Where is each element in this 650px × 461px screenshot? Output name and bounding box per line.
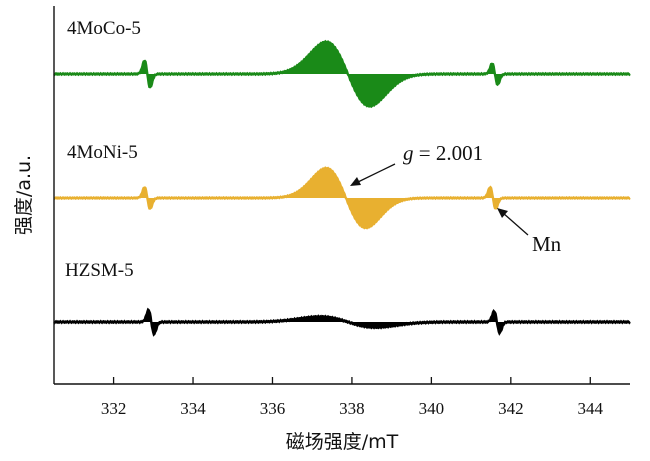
g-arrow-line (357, 163, 396, 183)
x-axis-title: 磁场强度/mT (286, 431, 399, 453)
x-tick-label-344: 344 (578, 399, 604, 418)
x-tick-label-334: 334 (180, 399, 206, 418)
g-arrow-head (350, 177, 361, 186)
series-line-4moni-5 (53, 166, 631, 230)
annotation-g-value: g = 2.001 (403, 141, 483, 165)
series-label-4moco5: 4MoCo-5 (67, 18, 141, 39)
x-tick-label-336: 336 (260, 399, 286, 418)
x-tick-label-340: 340 (419, 399, 445, 418)
x-tick-label-338: 338 (339, 399, 365, 418)
mn-arrow-head (497, 208, 508, 218)
mn-arrow-line (502, 212, 529, 236)
x-tick-label-342: 342 (498, 399, 524, 418)
annotation-mn: Mn (532, 232, 562, 256)
g-symbol: g (403, 141, 414, 165)
series-area-4moco-5 (54, 41, 630, 107)
x-ticks: 332 334 336 338 340 342 344 (101, 377, 604, 418)
y-axis-title: 强度/a.u. (13, 155, 35, 235)
epr-traces (53, 39, 631, 337)
x-tick-label-332: 332 (101, 399, 127, 418)
g-value-text: = 2.001 (414, 141, 484, 165)
series-line-hzsm-5 (53, 307, 631, 337)
series-line-4moco-5 (53, 39, 631, 109)
series-area-4moni-5 (54, 167, 630, 229)
series-label-4moni5: 4MoNi-5 (67, 142, 138, 163)
series-label-hzsm5: HZSM-5 (65, 260, 134, 281)
